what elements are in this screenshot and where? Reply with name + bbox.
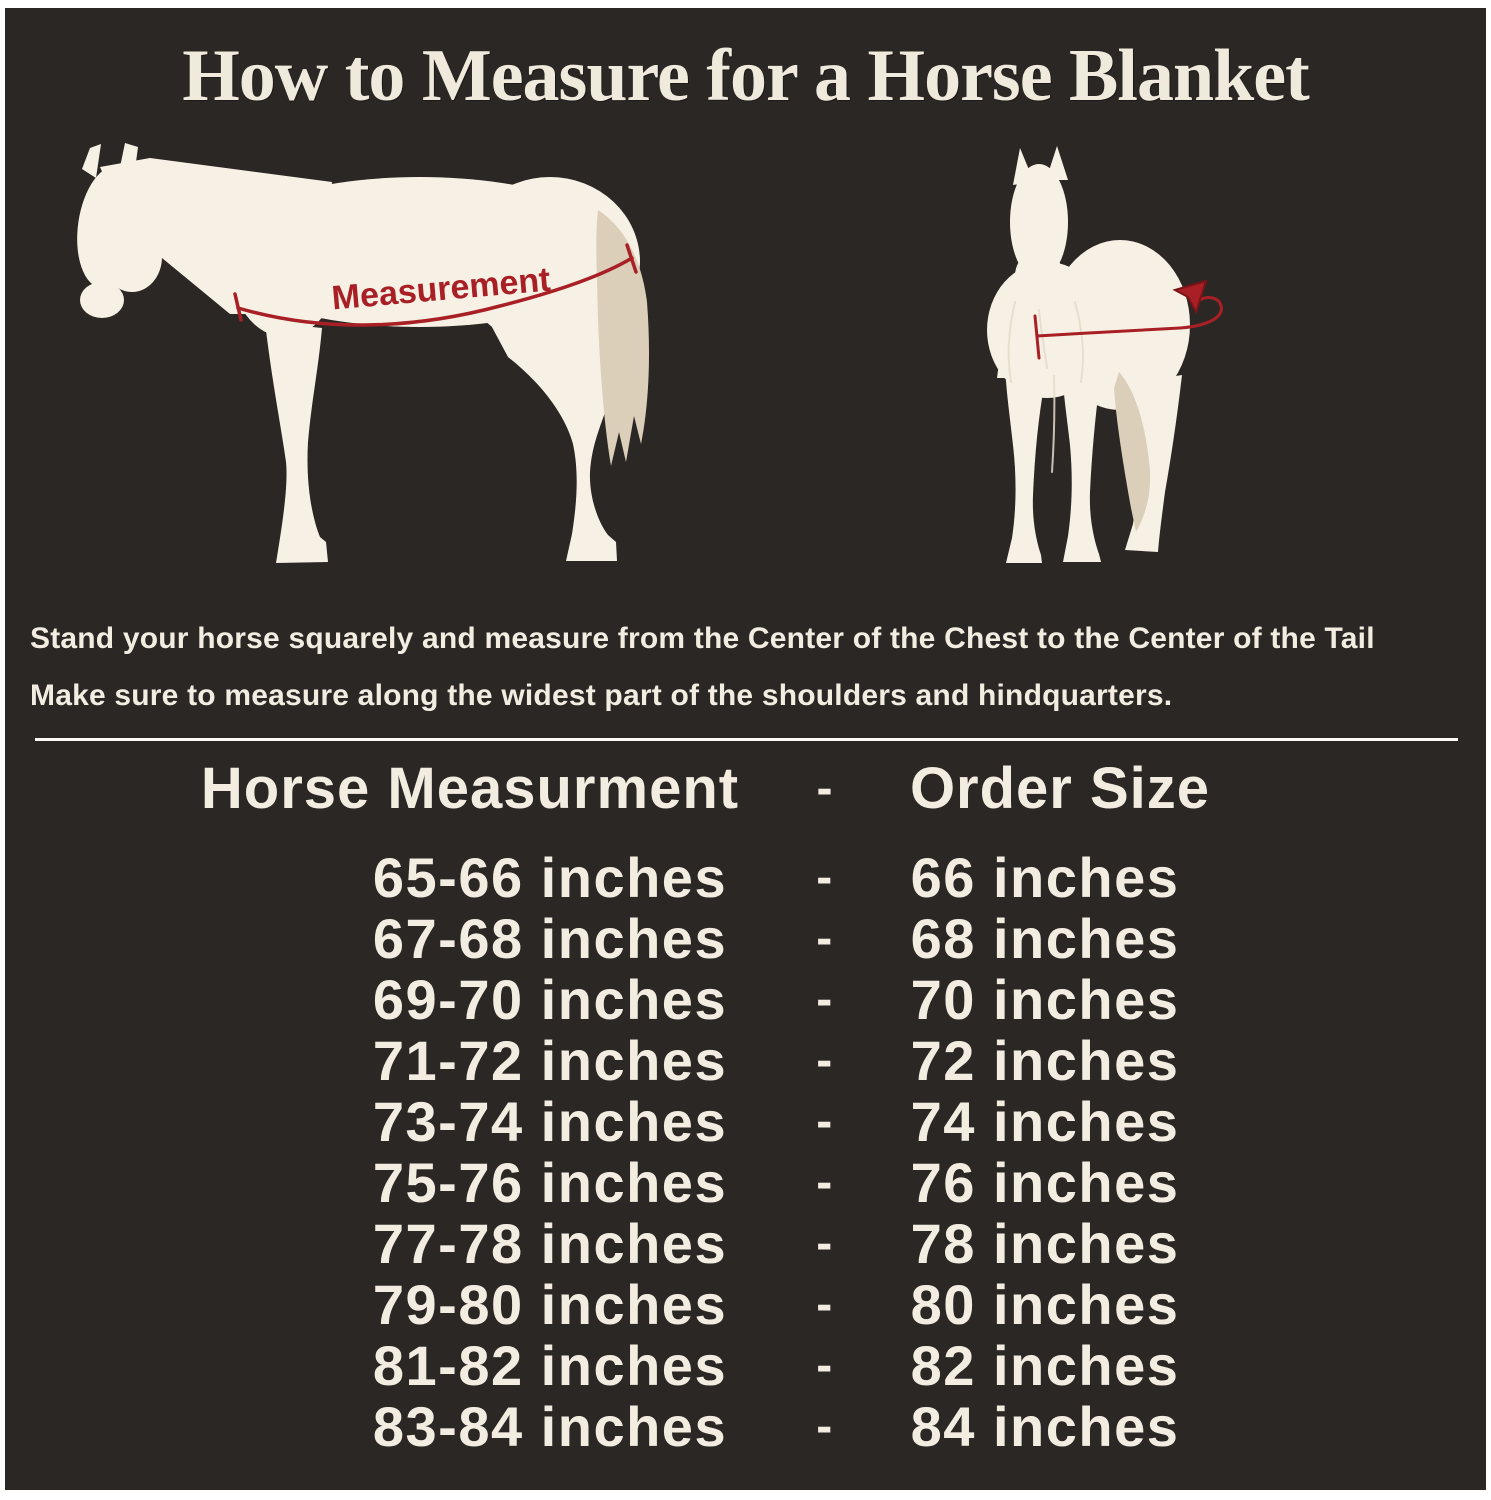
row-horse-measurement: 83-84 inches	[372, 1395, 728, 1458]
size-table: Horse Measurment - Order Size 65-66 inch…	[0, 758, 1491, 1458]
row-order-size: 84 inches	[910, 1395, 1180, 1458]
row-order-size: 74 inches	[910, 1090, 1180, 1153]
horse-front-leg	[1005, 365, 1047, 563]
table-row: 71-72 inches - 72 inches	[0, 1030, 1491, 1091]
row-separator-dash: -	[816, 1034, 834, 1087]
row-horse-measurement: 79-80 inches	[372, 1273, 728, 1336]
horse-hind-leg	[485, 302, 617, 561]
side-horse-illustration: Measurement	[77, 143, 649, 563]
table-row: 81-82 inches - 82 inches	[0, 1335, 1491, 1396]
horse-front-leg	[265, 322, 328, 563]
row-order-size: 70 inches	[910, 968, 1180, 1031]
row-horse-measurement: 73-74 inches	[372, 1090, 728, 1153]
measurement-tick	[625, 243, 638, 274]
horse-front-leg	[1062, 366, 1102, 562]
horse-muzzle	[80, 282, 124, 318]
row-order-size: 82 inches	[910, 1334, 1180, 1397]
horse-shoulder	[230, 187, 340, 337]
row-separator-dash: -	[816, 1400, 834, 1453]
measurement-line	[236, 256, 634, 327]
table-row: 75-76 inches - 76 inches	[0, 1152, 1491, 1213]
row-horse-measurement: 71-72 inches	[372, 1029, 728, 1092]
row-horse-measurement: 69-70 inches	[372, 968, 728, 1031]
horse-tail	[1114, 372, 1151, 532]
row-horse-measurement: 67-68 inches	[372, 907, 728, 970]
table-row: 67-68 inches - 68 inches	[0, 908, 1491, 969]
row-separator-dash: -	[816, 1339, 834, 1392]
table-row: 77-78 inches - 78 inches	[0, 1213, 1491, 1274]
measurement-tick	[233, 292, 243, 322]
horse-contour-line	[1007, 301, 1016, 383]
table-row: 79-80 inches - 80 inches	[0, 1274, 1491, 1335]
size-table-header: Horse Measurment - Order Size	[0, 758, 1491, 820]
horse-contour-line	[1074, 301, 1084, 383]
divider-line	[35, 738, 1458, 741]
table-row: 83-84 inches - 84 inches	[0, 1396, 1491, 1457]
table-row: 69-70 inches - 70 inches	[0, 969, 1491, 1030]
row-separator-dash: -	[816, 973, 834, 1026]
row-order-size: 66 inches	[910, 846, 1180, 909]
row-order-size: 72 inches	[910, 1029, 1180, 1092]
row-separator-dash: -	[816, 1278, 834, 1331]
instructions-line-1: Stand your horse squarely and measure fr…	[30, 622, 1375, 655]
page-title: How to Measure for a Horse Blanket	[182, 35, 1310, 117]
size-table-body: 65-66 inches - 66 inches 67-68 inches - 68 in…	[0, 847, 1491, 1457]
horse-contour-line	[1038, 309, 1048, 369]
horse-contour-line	[1051, 375, 1056, 473]
instructions-block: Stand your horse squarely and measure fr…	[30, 610, 1481, 724]
row-separator-dash: -	[816, 1217, 834, 1270]
row-separator-dash: -	[816, 912, 834, 965]
header-horse-measurement: Horse Measurment	[200, 756, 740, 821]
row-horse-measurement: 75-76 inches	[372, 1151, 728, 1214]
row-horse-measurement: 81-82 inches	[372, 1334, 728, 1397]
table-row: 73-74 inches - 74 inches	[0, 1091, 1491, 1152]
front-horse-illustration	[987, 146, 1223, 563]
row-separator-dash: -	[816, 1095, 834, 1148]
row-order-size: 68 inches	[910, 907, 1180, 970]
row-order-size: 78 inches	[910, 1212, 1180, 1275]
header-separator-dash: -	[816, 762, 834, 815]
measurement-arrow-line	[1035, 296, 1223, 338]
row-separator-dash: -	[816, 1156, 834, 1209]
header-order-size: Order Size	[909, 756, 1211, 821]
horse-head	[1010, 164, 1068, 280]
horse-tail	[596, 210, 649, 466]
row-order-size: 80 inches	[910, 1273, 1180, 1336]
instructions-line-2: Make sure to measure along the widest pa…	[30, 679, 1173, 712]
horse-ear	[82, 144, 101, 178]
row-horse-measurement: 77-78 inches	[372, 1212, 728, 1275]
table-row: 65-66 inches - 66 inches	[0, 847, 1491, 908]
row-separator-dash: -	[816, 851, 834, 904]
row-order-size: 76 inches	[910, 1151, 1180, 1214]
measurement-arrow-icon	[1172, 279, 1208, 315]
row-horse-measurement: 65-66 inches	[372, 846, 728, 909]
